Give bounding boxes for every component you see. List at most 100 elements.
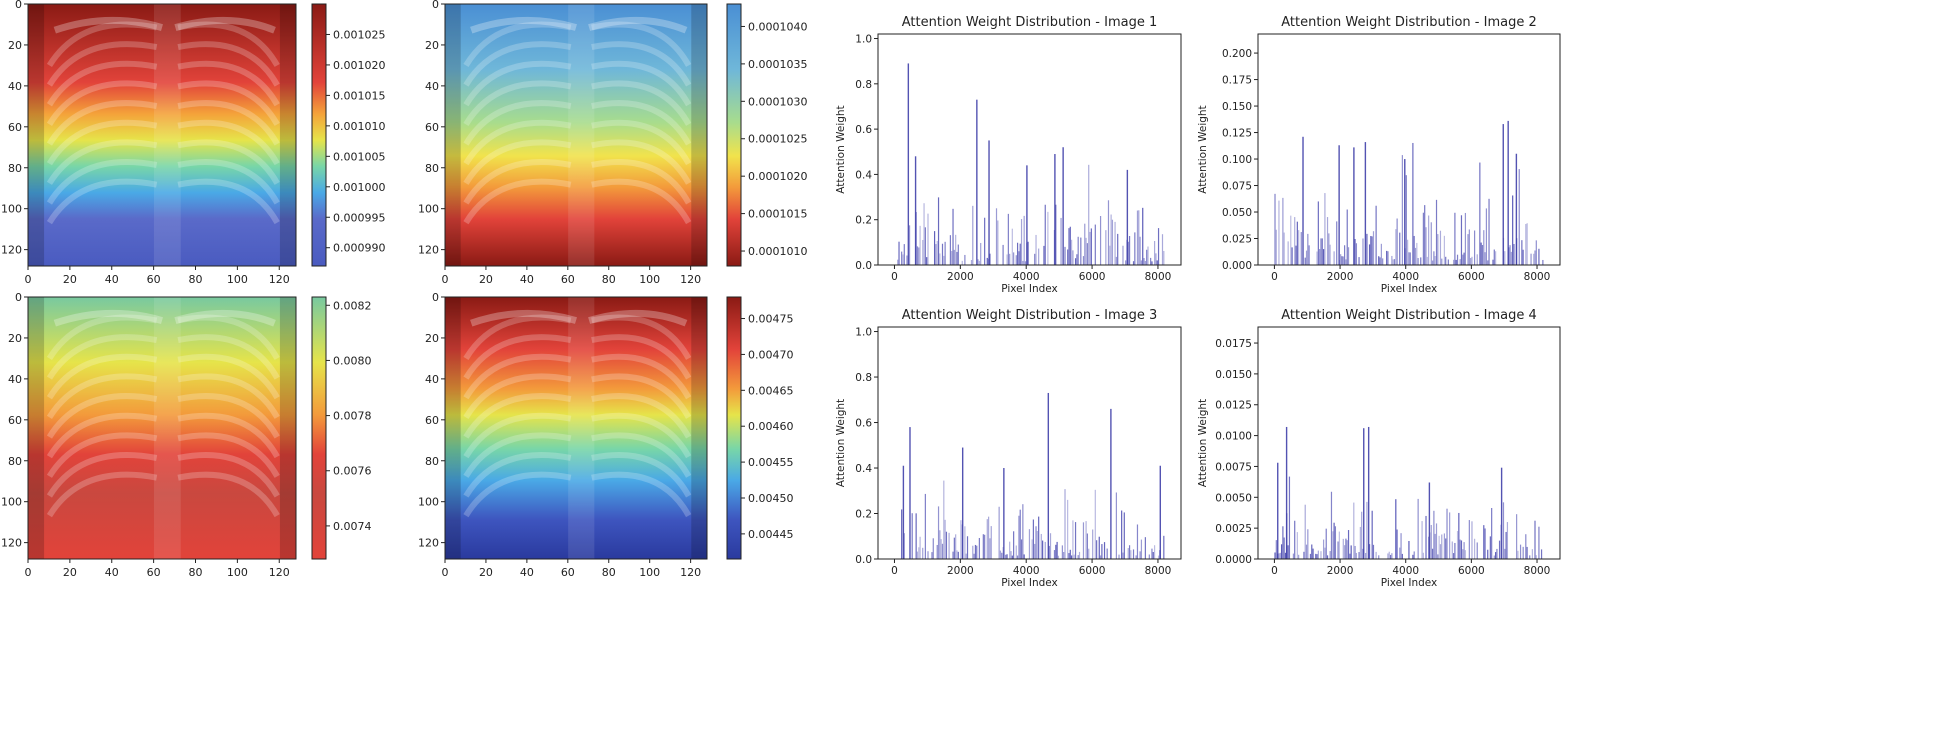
bar <box>1485 208 1488 265</box>
x-tick-label: 8000 <box>1145 565 1172 577</box>
bar <box>1471 521 1473 559</box>
rib-left <box>463 139 572 185</box>
y-tick-label: 0.2 <box>855 215 872 227</box>
y-tick-label: 120 <box>418 244 439 257</box>
rib-right <box>591 21 692 67</box>
bar <box>1468 229 1470 265</box>
y-tick-label: 20 <box>425 332 439 345</box>
bar <box>1282 526 1284 559</box>
y-tick-label: 0.0100 <box>1215 431 1252 443</box>
y-tick-label: 100 <box>1 496 22 509</box>
rib-right <box>177 393 280 439</box>
x-tick-label: 120 <box>680 566 701 579</box>
y-tick-label: 0 <box>432 291 439 304</box>
spine <box>153 4 181 266</box>
rib-right <box>591 178 692 225</box>
rib-right <box>177 178 280 225</box>
bar <box>1139 236 1141 265</box>
bar <box>1311 544 1313 559</box>
bar <box>1274 552 1276 559</box>
bar <box>955 234 957 265</box>
y-tick-label: 0.050 <box>1222 207 1252 219</box>
bar <box>1361 511 1363 559</box>
bar <box>1101 544 1103 559</box>
bar <box>1135 555 1137 559</box>
bar <box>1009 253 1011 265</box>
bar <box>1443 533 1445 559</box>
clavicle-left <box>53 309 163 327</box>
x-tick-label: 40 <box>520 566 534 579</box>
bar <box>1519 544 1522 559</box>
y-tick-label: 40 <box>8 80 22 93</box>
rib-right <box>177 21 280 67</box>
bar <box>1074 258 1077 265</box>
bar <box>1379 257 1381 265</box>
bar <box>1350 545 1352 559</box>
bar <box>1296 532 1298 559</box>
colorbar-tick-label: 0.001020 <box>333 59 386 72</box>
bar <box>1370 236 1372 265</box>
bar <box>1082 522 1085 559</box>
y-tick-label: 60 <box>425 414 439 427</box>
x-tick-label: 100 <box>639 566 660 579</box>
bar <box>1315 553 1317 559</box>
x-tick-label: 60 <box>561 273 575 286</box>
bar <box>1296 221 1298 265</box>
body-edge-right <box>691 4 707 266</box>
bar <box>1085 237 1087 265</box>
colorbar-tick-label: 0.001000 <box>333 181 386 194</box>
bar <box>1068 228 1070 265</box>
bar <box>1378 256 1380 265</box>
bar <box>936 240 938 265</box>
y-tick-label: 0.125 <box>1222 128 1252 140</box>
rib-right <box>591 60 692 107</box>
bar <box>908 225 911 265</box>
bar <box>1094 489 1096 559</box>
x-tick-label: 6000 <box>1079 565 1106 577</box>
bar <box>1504 251 1506 265</box>
bar <box>1023 554 1025 559</box>
clavicle-right <box>588 16 688 34</box>
bar <box>972 545 974 559</box>
rib-right <box>591 41 692 87</box>
bar <box>1498 540 1501 559</box>
bar <box>1157 555 1160 559</box>
rib-right <box>177 139 280 185</box>
bar <box>1035 526 1037 559</box>
rib-left <box>46 41 158 87</box>
bar <box>902 254 904 265</box>
bar <box>944 519 946 559</box>
bar <box>1435 199 1438 265</box>
bar <box>1015 255 1017 265</box>
rib-right <box>591 471 692 518</box>
bar <box>1090 228 1092 265</box>
bar <box>1458 512 1460 559</box>
bar <box>1464 550 1467 559</box>
bar <box>1340 254 1342 265</box>
bar <box>1526 223 1528 265</box>
bar <box>1153 545 1156 559</box>
bar <box>1512 195 1514 265</box>
rib-left <box>46 353 158 400</box>
bar-peak <box>988 140 990 265</box>
bar <box>960 520 962 559</box>
bar <box>1513 244 1515 265</box>
x-tick-label: 8000 <box>1145 271 1172 283</box>
bar <box>1151 261 1153 265</box>
bar <box>1428 215 1430 265</box>
bar <box>1136 210 1139 265</box>
bar <box>1464 212 1467 265</box>
bar <box>1117 233 1119 265</box>
bar <box>956 550 958 559</box>
bar <box>1140 539 1143 559</box>
bar <box>1342 538 1344 559</box>
bar <box>1092 529 1094 559</box>
bar <box>941 243 944 265</box>
bar <box>1387 553 1389 559</box>
bar <box>1540 549 1543 559</box>
x-tick-label: 20 <box>479 273 493 286</box>
x-tick-label: 4000 <box>1013 271 1040 283</box>
x-tick-label: 0 <box>1271 271 1278 283</box>
bar <box>948 532 950 559</box>
x-tick-label: 80 <box>189 273 203 286</box>
